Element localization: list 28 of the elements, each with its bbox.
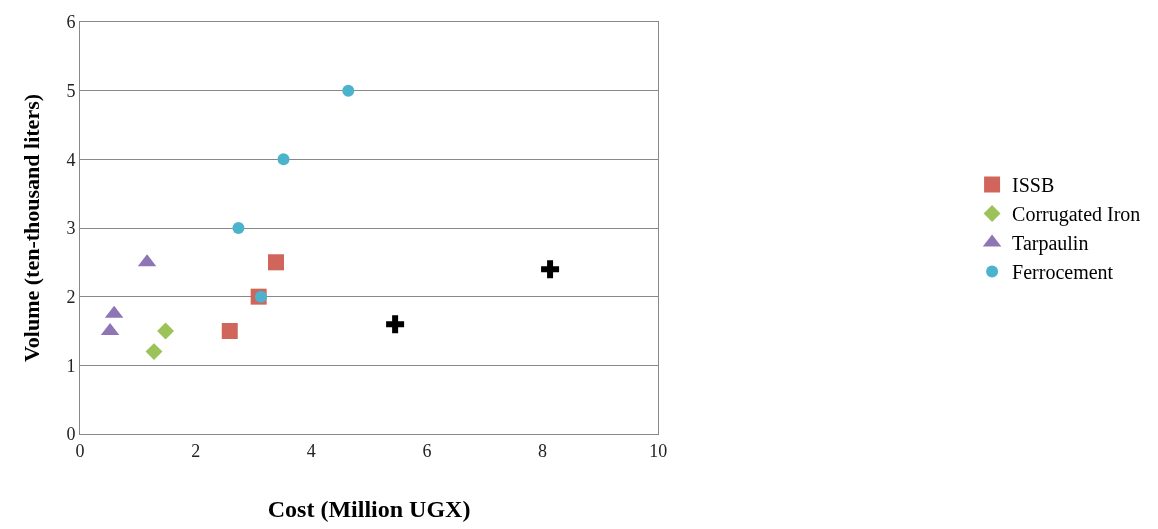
legend-label: Ferrocement xyxy=(1012,261,1114,284)
y-tick-label: 6 xyxy=(66,12,76,33)
point xyxy=(232,222,245,234)
y-axis-title: Volume (ten-thousand liters) xyxy=(19,93,45,363)
x-tick-label: 8 xyxy=(538,440,548,461)
point xyxy=(145,343,163,361)
y-tick-label: 2 xyxy=(66,286,76,307)
point xyxy=(342,84,355,97)
point xyxy=(254,290,267,303)
legend-label: Tarpaulin xyxy=(1012,232,1089,256)
y-tick-label: 5 xyxy=(66,80,76,101)
point xyxy=(157,322,175,340)
x-axis-title: Cost (Million UGX) xyxy=(267,495,471,522)
point xyxy=(221,323,238,339)
legend-label: ISSB xyxy=(1012,174,1055,197)
x-tick-label: 4 xyxy=(306,440,316,461)
y-tick-label: 4 xyxy=(66,149,76,170)
point xyxy=(386,315,405,334)
point xyxy=(541,260,560,279)
point xyxy=(277,153,290,166)
y-tick-label: 0 xyxy=(66,424,76,445)
y-tick-label: 3 xyxy=(66,218,76,239)
point xyxy=(268,254,285,271)
x-tick-label: 6 xyxy=(422,440,432,461)
x-tick-label: 10 xyxy=(649,440,668,461)
x-tick-label: 2 xyxy=(191,440,201,461)
legend-label: Corrugated Iron xyxy=(1012,203,1141,227)
y-tick-label: 1 xyxy=(66,355,76,376)
